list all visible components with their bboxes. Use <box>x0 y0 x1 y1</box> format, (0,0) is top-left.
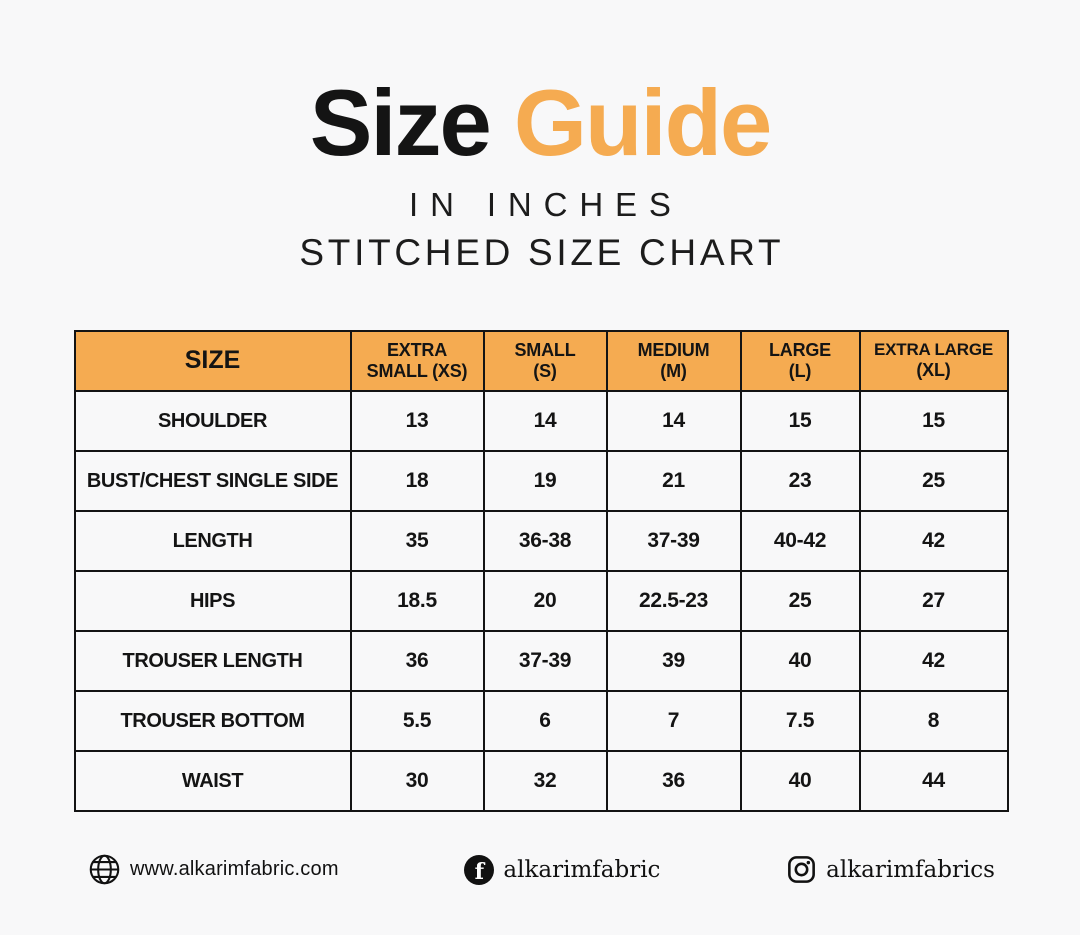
table-row-shoulder: SHOULDER 13 14 14 15 15 <box>73 390 1009 452</box>
column-header-line: LARGE <box>768 339 831 360</box>
cell-trouser-length-4: 42 <box>858 630 1009 692</box>
title-word-guide: Guide <box>513 70 772 175</box>
column-header-small-s: SMALL (S) <box>482 330 608 392</box>
column-header-medium-m: MEDIUM (M) <box>605 330 742 392</box>
cell-trouser-length-2: 39 <box>605 630 742 692</box>
row-label-waist: WAIST <box>73 750 352 812</box>
footer: www.alkarimfabric.com f alkarimfabric al… <box>88 853 995 886</box>
cell-bust-chest-single-side-0: 18 <box>349 450 485 512</box>
cell-shoulder-0: 13 <box>349 390 485 452</box>
column-header-line: EXTRA <box>386 339 447 360</box>
cell-trouser-bottom-2: 7 <box>605 690 742 752</box>
column-header-extra-large-xl: EXTRA LARGE (XL) <box>858 330 1009 392</box>
column-header-line: SMALL (XS) <box>366 361 468 381</box>
cell-waist-2: 36 <box>605 750 742 812</box>
cell-shoulder-4: 15 <box>858 390 1009 452</box>
table-row-trouser-length: TROUSER LENGTH 36 37-39 39 40 42 <box>73 630 1009 692</box>
globe-icon <box>88 853 121 886</box>
column-header-line: (M) <box>660 361 687 381</box>
header-row: SIZE EXTRA SMALL (XS) SMALL (S) MEDIUM (M) LARG… <box>73 330 1009 392</box>
cell-trouser-bottom-4: 8 <box>858 690 1009 752</box>
size-chart-table-wrap: SIZE EXTRA SMALL (XS) SMALL (S) MEDIUM (M) LARG… <box>73 330 1009 812</box>
subtitle-in-inches: IN INCHES <box>409 186 683 223</box>
cell-bust-chest-single-side-1: 19 <box>482 450 608 512</box>
row-label-trouser-bottom: TROUSER BOTTOM <box>73 690 352 752</box>
table-header-row: SIZE EXTRA SMALL (XS) SMALL (S) MEDIUM (M) LARG… <box>73 330 1009 392</box>
row-label-bust-chest-single-side: BUST/CHEST SINGLE SIDE <box>73 450 352 512</box>
table-row-length: LENGTH 35 36-38 37-39 40-42 42 <box>73 510 1009 572</box>
cell-bust-chest-single-side-2: 21 <box>605 450 742 512</box>
cell-bust-chest-single-side-3: 23 <box>739 450 861 512</box>
cell-length-3: 40-42 <box>739 510 861 572</box>
cell-trouser-bottom-3: 7.5 <box>739 690 861 752</box>
column-header-size: SIZE <box>73 330 352 392</box>
column-header-line: (XL) <box>916 360 951 381</box>
table-row-trouser-bottom: TROUSER BOTTOM 5.5 6 7 7.5 8 <box>73 690 1009 752</box>
column-header-extra-small-xs: EXTRA SMALL (XS) <box>349 330 485 392</box>
instagram-item: alkarimfabrics <box>786 854 995 885</box>
table-body: SHOULDER 13 14 14 15 15 BUST/CHEST SINGLE SIDE… <box>73 390 1009 812</box>
cell-shoulder-2: 14 <box>605 390 742 452</box>
cell-waist-3: 40 <box>739 750 861 812</box>
title-word-size: Size <box>309 70 492 175</box>
row-label-shoulder: SHOULDER <box>73 390 352 452</box>
table-row-bust-chest-single-side: BUST/CHEST SINGLE SIDE 18 19 21 23 25 <box>73 450 1009 512</box>
column-header-line: MEDIUM <box>637 339 710 360</box>
cell-length-4: 42 <box>858 510 1009 572</box>
column-header-line: (L) <box>788 361 812 381</box>
column-header-line: (S) <box>533 361 557 381</box>
cell-trouser-length-1: 37-39 <box>482 630 608 692</box>
page-title: Size Guide <box>0 76 1080 170</box>
cell-trouser-length-3: 40 <box>739 630 861 692</box>
instagram-icon <box>786 854 817 885</box>
cell-trouser-bottom-1: 6 <box>482 690 608 752</box>
cell-trouser-length-0: 36 <box>349 630 485 692</box>
cell-hips-4: 27 <box>858 570 1009 632</box>
cell-length-0: 35 <box>349 510 485 572</box>
column-header-line: SMALL <box>514 339 576 360</box>
website-url: www.alkarimfabric.com <box>130 858 339 880</box>
cell-shoulder-3: 15 <box>739 390 861 452</box>
cell-hips-0: 18.5 <box>349 570 485 632</box>
size-chart-table: SIZE EXTRA SMALL (XS) SMALL (S) MEDIUM (M) LARG… <box>73 330 1009 812</box>
cell-length-1: 36-38 <box>482 510 608 572</box>
cell-shoulder-1: 14 <box>482 390 608 452</box>
cell-waist-4: 44 <box>858 750 1009 812</box>
table-row-hips: HIPS 18.5 20 22.5-23 25 27 <box>73 570 1009 632</box>
row-label-length: LENGTH <box>73 510 352 572</box>
facebook-handle: alkarimfabric <box>503 856 661 883</box>
header-block: Size Guide IN INCHES STITCHED SIZE CHART <box>0 0 1080 274</box>
cell-length-2: 37-39 <box>605 510 742 572</box>
cell-trouser-bottom-0: 5.5 <box>349 690 485 752</box>
table-row-waist: WAIST 30 32 36 40 44 <box>73 750 1009 812</box>
cell-hips-2: 22.5-23 <box>605 570 742 632</box>
cell-waist-0: 30 <box>349 750 485 812</box>
subtitle-stitched-size-chart: STITCHED SIZE CHART <box>299 232 785 273</box>
instagram-handle: alkarimfabrics <box>826 856 995 883</box>
cell-bust-chest-single-side-4: 25 <box>858 450 1009 512</box>
cell-hips-1: 20 <box>482 570 608 632</box>
column-header-line: EXTRA LARGE <box>873 340 993 360</box>
facebook-icon: f <box>464 854 495 885</box>
website-item: www.alkarimfabric.com <box>88 853 339 886</box>
row-label-hips: HIPS <box>73 570 352 632</box>
row-label-trouser-length: TROUSER LENGTH <box>73 630 352 692</box>
facebook-item: f alkarimfabric <box>464 854 661 885</box>
cell-hips-3: 25 <box>739 570 861 632</box>
cell-waist-1: 32 <box>482 750 608 812</box>
column-header-large-l: LARGE (L) <box>739 330 861 392</box>
